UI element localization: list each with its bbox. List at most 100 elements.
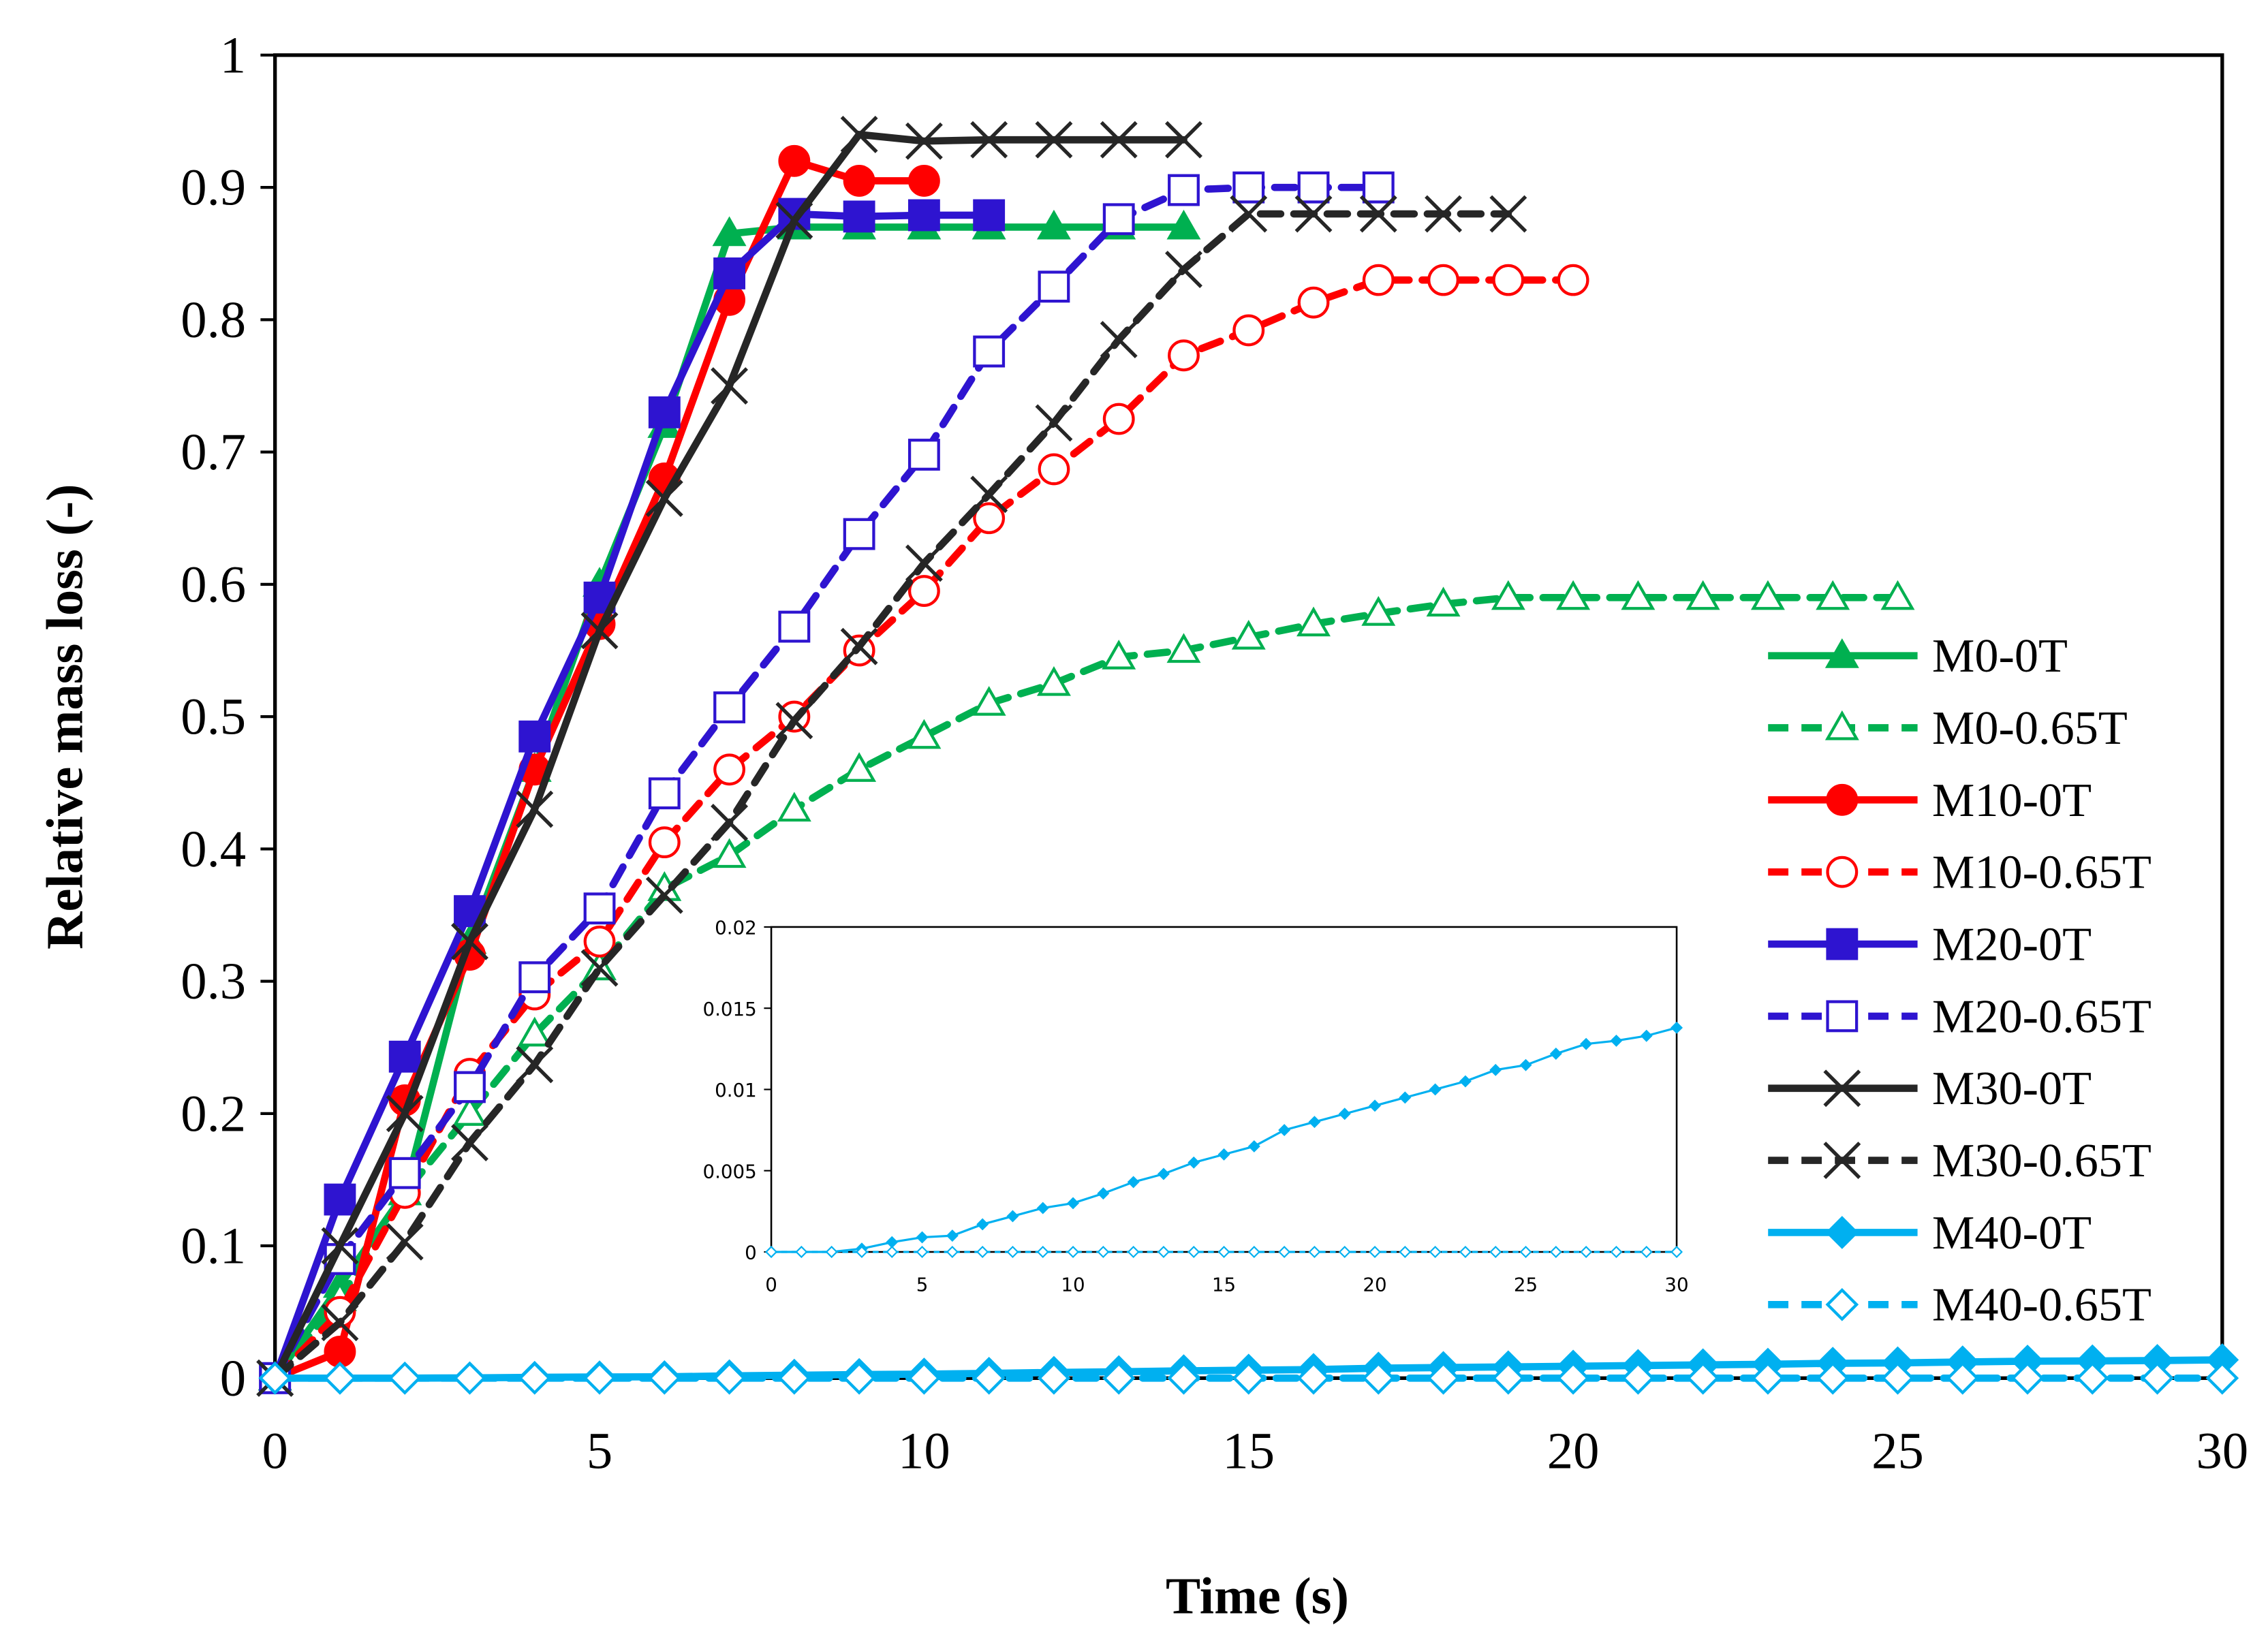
data-point [1165,121,1202,159]
inset-x-tick-label: 20 [1363,1274,1386,1296]
y-tick-label: 0.6 [181,555,246,613]
data-point [1102,403,1135,435]
data-point [1425,195,1463,233]
data-point [1168,174,1200,206]
data-point [1361,596,1396,626]
data-point [1491,1361,1525,1395]
data-point [843,200,875,233]
data-point [775,702,813,740]
data-point [1232,171,1265,204]
series-M20-0.65T [259,171,1395,1394]
data-point [580,612,619,650]
x-tick-label: 15 [1222,1422,1275,1479]
legend-item: M10-0T [1768,774,2092,827]
legend-item: M10-0.65T [1768,846,2152,899]
inset-data-point [1247,1246,1260,1258]
data-point [777,1361,811,1395]
data-point [648,826,681,859]
data-point [1036,209,1071,240]
inset-x-tick-label: 10 [1061,1274,1085,1296]
inset-data-point [1338,1246,1351,1258]
inset-data-point [1338,1108,1351,1120]
data-point [1816,1361,1850,1395]
legend-item: M30-0T [1768,1062,2092,1115]
data-point [905,122,943,160]
data-point [711,367,749,405]
legend-item: M0-0.65T [1768,702,2128,755]
inset-data-point [1036,1202,1049,1214]
inset-data-point [1278,1246,1291,1258]
data-point [1037,1361,1071,1395]
data-point [452,1096,487,1126]
data-point [1102,640,1136,670]
data-point [1427,1361,1460,1395]
legend-item: M20-0.65T [1768,990,2152,1043]
inset-data-point [946,1246,959,1258]
y-tick-label: 0.1 [181,1217,246,1275]
inset-data-point [1580,1037,1593,1050]
y-tick-label: 0 [220,1349,246,1407]
data-point [321,1227,359,1265]
x-tick-label: 20 [1547,1422,1600,1479]
data-point [1359,195,1397,233]
inset-y-tick-label: 0 [745,1242,757,1264]
legend-label: M10-0T [1932,774,2092,827]
y-tick-label: 0.2 [181,1084,246,1142]
data-point [582,1361,617,1395]
data-point [1361,1361,1395,1395]
inset-data-point [1640,1246,1653,1258]
data-point [386,1223,424,1261]
data-point [518,720,551,753]
inset-data-point [1308,1116,1321,1129]
data-point [517,1016,552,1047]
data-point [647,1361,681,1395]
inset-x-tick-label: 30 [1664,1274,1688,1296]
data-point [1557,264,1589,296]
data-point [1751,1361,1785,1395]
data-point [1035,121,1073,159]
inset-data-point [1187,1246,1200,1258]
y-tick-label: 0.8 [181,291,246,349]
legend-marker [1824,710,1859,740]
inset-data-point [916,1246,929,1258]
inset-data-point [1549,1246,1562,1258]
data-point [1621,580,1656,610]
data-point [645,480,683,518]
data-point [1035,404,1073,442]
legend-label: M0-0T [1932,629,2068,682]
data-point [973,335,1006,368]
legend-label: M20-0.65T [1932,990,2152,1043]
legend-item: M30-0.65T [1768,1134,2152,1187]
data-point [1816,580,1850,610]
inset-data-point [1399,1246,1412,1258]
data-point [907,1361,941,1395]
inset-data-point [1157,1246,1170,1258]
series-M30-0.65T [256,195,1527,1397]
inset-data-point [916,1231,929,1244]
data-point [1946,1361,1980,1395]
y-tick-label: 0.3 [181,952,246,1010]
inset-data-point [1399,1091,1412,1104]
y-tick-label: 0.5 [181,688,246,746]
data-point [905,544,943,582]
inset-data-point [1067,1197,1080,1210]
y-tick-label: 0.9 [181,159,246,217]
data-point [1232,314,1265,347]
data-point [1750,580,1785,610]
data-point [973,502,1006,535]
legend-label: M20-0T [1932,917,2092,971]
inset-series-M40-0.65T [765,1246,1683,1258]
data-point [388,1040,421,1073]
inset-data-point [1247,1140,1260,1152]
inset-data-point [1610,1246,1623,1258]
data-point [454,1071,486,1103]
data-point [712,838,747,868]
inset-data-point [1640,1029,1653,1042]
data-point [324,1183,356,1216]
legend-item: M20-0T [1768,917,2092,971]
data-point [1167,1361,1200,1395]
data-point [970,121,1008,159]
data-point [1036,665,1071,696]
inset-x-tick-label: 15 [1212,1274,1236,1296]
